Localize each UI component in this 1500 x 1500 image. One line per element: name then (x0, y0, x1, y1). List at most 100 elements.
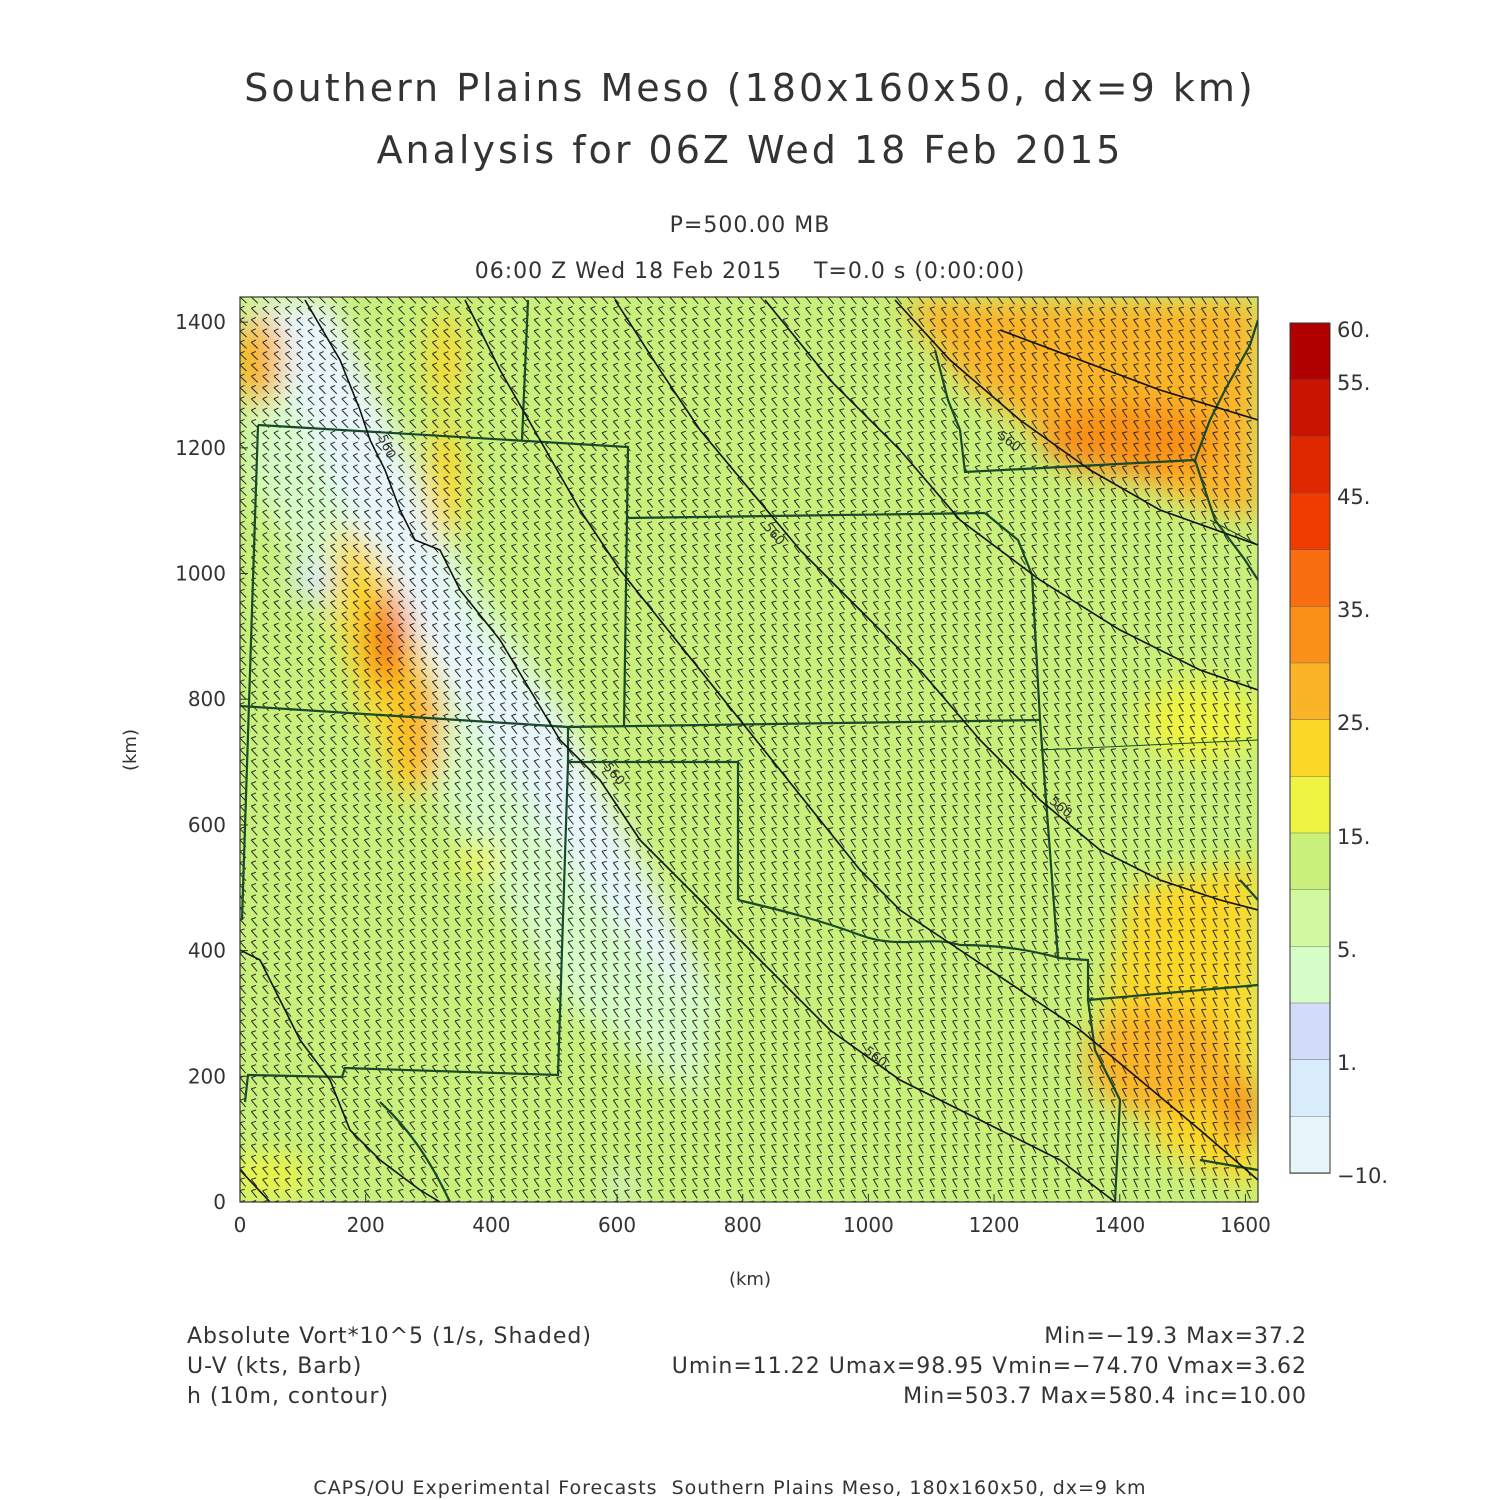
wind-barb-paths (240, 297, 1258, 1202)
border-ne-east (933, 349, 962, 431)
height-contours (240, 299, 1258, 1202)
colorbar-label: 35. (1337, 598, 1370, 622)
border-co-west (240, 424, 260, 921)
shade-max-core (374, 615, 398, 665)
contour-4 (764, 299, 1258, 691)
y-tick-label: 1000 (175, 562, 226, 586)
border-ok-east (1038, 719, 1060, 959)
shade-east-yellow (1140, 680, 1258, 760)
y-tick-label: 600 (188, 813, 226, 837)
shade-se-core-2 (1220, 1075, 1258, 1145)
border-ms-river (1239, 879, 1258, 901)
colorbar-swatch (1289, 946, 1331, 1004)
contour-6 (999, 329, 1258, 421)
colorbar-swatch (1289, 492, 1331, 551)
pressure-level: P=500.00 MB (669, 213, 831, 238)
shaded-field-stats: Min=−19.3 Max=37.2 (1044, 1324, 1307, 1349)
barb-field-stats: Umin=11.22 Umax=98.95 Vmin=−74.70 Vmax=3… (671, 1354, 1307, 1379)
contour-2 (464, 299, 1258, 1181)
detail-borders (1039, 519, 1258, 751)
border-ks-mo (984, 512, 1042, 721)
shade-mid-yellow (455, 845, 505, 875)
contour-7 (240, 949, 441, 1202)
colorbar-label: 15. (1337, 825, 1370, 849)
border-ar-east (1086, 999, 1122, 1202)
y-axis-label: (km) (120, 729, 141, 771)
colorbar-label: 60. (1337, 318, 1370, 342)
border-co-ks-north (257, 423, 630, 728)
y-tick-label: 0 (213, 1190, 226, 1214)
shade-nw-yellow (240, 315, 283, 405)
shade-orange-core-2 (398, 675, 442, 785)
x-tick-label: 400 (472, 1213, 510, 1237)
colorbar-label: 5. (1337, 938, 1357, 962)
border-wy-co (520, 299, 530, 441)
contour-field-label: h (10m, contour) (187, 1384, 390, 1409)
x-tick-label: 600 (598, 1213, 636, 1237)
x-tick-label: 1600 (1220, 1213, 1271, 1237)
colorbar-label: 25. (1337, 711, 1370, 735)
border-ok-red-river (737, 898, 1061, 960)
border-mo-il (1193, 459, 1258, 581)
colorbar-label: 1. (1337, 1051, 1357, 1075)
colorbar-swatch (1289, 889, 1331, 948)
title-line-1: Southern Plains Meso (180x160x50, dx=9 k… (244, 66, 1256, 110)
shade-ne-core (1040, 405, 1220, 475)
colorbar-frame (1289, 322, 1331, 1174)
shade-sw-yellow (240, 1155, 310, 1195)
x-axis: 0 200 400 600 800 1000 1200 1400 1600 (234, 1194, 1271, 1237)
contour-field-stats: Min=503.7 Max=580.4 inc=10.00 (903, 1384, 1307, 1409)
colorbar-swatch (1289, 1002, 1331, 1061)
border-ok-north (568, 760, 740, 900)
colorbar-swatch (1289, 832, 1331, 891)
colorbar-label: 45. (1337, 485, 1370, 509)
contour-1 (304, 299, 1116, 1202)
border-ia-mo (1193, 319, 1258, 461)
barb-field-label: U-V (kts, Barb) (187, 1354, 363, 1379)
wind-barbs (240, 297, 1258, 1202)
colorbar-swatch (1289, 662, 1331, 721)
x-tick-label: 800 (724, 1213, 762, 1237)
x-tick-label: 1200 (969, 1213, 1020, 1237)
y-axis: 0 200 400 600 800 1000 1200 1400 (175, 310, 248, 1214)
footer-credit: CAPS/OU Experimental Forecasts Southern … (313, 1477, 1147, 1499)
colorbar-swatch (1289, 1116, 1331, 1174)
y-tick-label: 1400 (175, 310, 226, 334)
colorbar-swatch (1289, 776, 1331, 834)
y-tick-label: 1200 (175, 436, 226, 460)
shade-min-blob2 (605, 1175, 635, 1195)
contour-8 (240, 1169, 271, 1202)
shaded-field-label: Absolute Vort*10^5 (1/s, Shaded) (187, 1324, 592, 1349)
border-ks-ne (627, 511, 986, 520)
plot-frame (239, 296, 1259, 1203)
x-tick-label: 0 (234, 1213, 247, 1237)
colorbar-label: −10. (1337, 1164, 1388, 1188)
x-axis-label: (km) (729, 1269, 771, 1290)
colorbar-swatch (1289, 549, 1331, 608)
title-line-2: Analysis for 06Z Wed 18 Feb 2015 (376, 128, 1124, 172)
border-tx-bigbend (379, 1101, 451, 1202)
contour-5 (894, 299, 1258, 546)
colorbar-swatch (1289, 606, 1331, 664)
colorbar-swatch (1289, 719, 1331, 778)
y-tick-label: 800 (188, 687, 226, 711)
y-tick-label: 400 (188, 939, 226, 963)
border-ar (1057, 956, 1258, 1002)
x-tick-label: 1400 (1094, 1213, 1145, 1237)
colorbar-swatch (1289, 322, 1331, 381)
shade-north-yellow-2 (429, 310, 461, 410)
colorbar-label: 55. (1337, 371, 1370, 395)
x-tick-label: 200 (347, 1213, 385, 1237)
valid-time: 06:00 Z Wed 18 Feb 2015 T=0.0 s (0:00:00… (474, 259, 1026, 284)
colorbar-swatch (1289, 436, 1331, 494)
state-borders (240, 299, 1258, 1202)
border-la (1199, 1158, 1258, 1172)
colorbar: 60. 55. 45. 35. 25. 15. 5. 1. −10. (1289, 318, 1388, 1188)
contour-3 (614, 299, 1258, 911)
colorbar-swatch (1289, 379, 1331, 438)
colorbar-swatch (1289, 1059, 1331, 1118)
x-tick-label: 1000 (843, 1213, 894, 1237)
border-ne-ia (958, 429, 1196, 474)
y-tick-label: 200 (188, 1064, 226, 1088)
